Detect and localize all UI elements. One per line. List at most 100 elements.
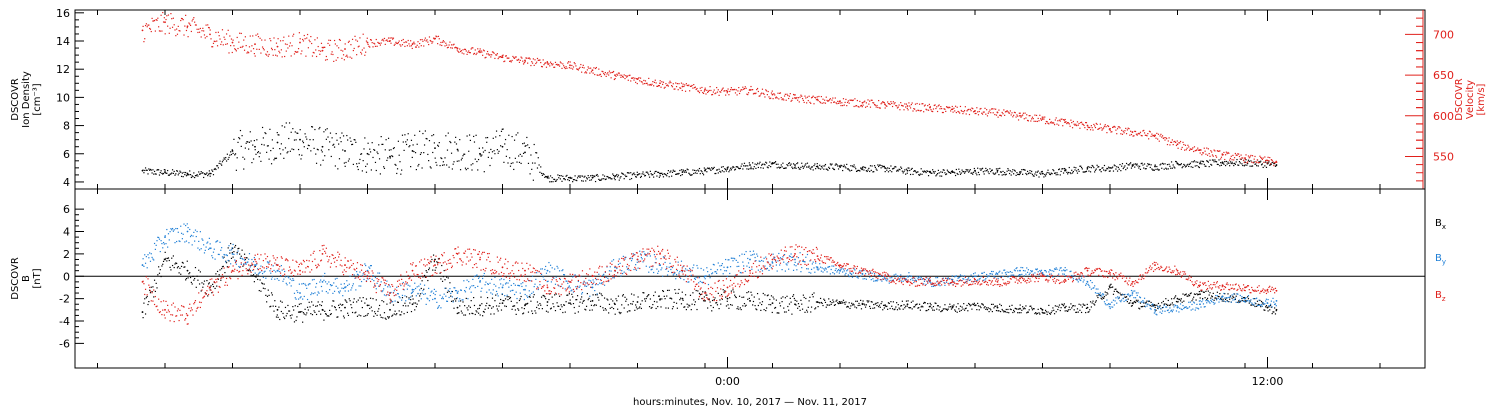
b-x-series-sample	[819, 297, 822, 300]
b-y-series-sample	[286, 284, 288, 286]
velocity-sample	[1154, 135, 1156, 137]
ion-density-sample	[886, 169, 888, 171]
b-x-series-sample	[363, 315, 365, 317]
ion-density-sample	[707, 167, 709, 169]
b-x-series-sample	[304, 308, 306, 310]
ion-density-sample	[937, 169, 939, 171]
b-x-series-sample	[851, 304, 854, 306]
b-x-series-sample	[158, 266, 160, 268]
ion-density-sample	[228, 156, 230, 159]
velocity-sample	[428, 36, 431, 38]
b-y-series-sample	[259, 271, 261, 273]
velocity-sample	[303, 34, 305, 37]
b-x-series-sample	[144, 298, 146, 300]
velocity-sample	[741, 89, 743, 91]
b-x-series-sample	[1125, 296, 1127, 298]
b-x-series-sample	[716, 304, 719, 306]
velocity-sample	[636, 82, 638, 85]
b-y-series-sample	[161, 242, 163, 245]
velocity-sample	[865, 102, 867, 104]
b-x-series-sample	[959, 310, 961, 312]
ion-density-sample	[691, 174, 693, 176]
ion-density-sample	[800, 166, 802, 169]
velocity-sample	[478, 50, 480, 52]
b-x-series-sample	[796, 300, 798, 302]
ion-density-sample	[765, 162, 768, 164]
ion-density-sample	[455, 143, 458, 145]
velocity-sample	[1268, 160, 1270, 162]
ion-density-sample	[518, 155, 520, 157]
b-y-series-sample	[348, 283, 350, 285]
ion-density-sample	[1194, 165, 1196, 167]
b-y-series-sample	[213, 248, 215, 250]
ion-density-sample	[532, 179, 534, 181]
velocity-sample	[346, 54, 348, 56]
ion-density-sample	[1225, 160, 1227, 163]
velocity-sample	[1005, 110, 1007, 113]
velocity-sample	[1007, 111, 1009, 113]
b-x-series-sample	[573, 306, 575, 309]
ion-density-sample	[589, 179, 591, 181]
velocity-sample	[216, 45, 219, 47]
velocity-sample	[361, 49, 363, 51]
ion-density-sample	[575, 179, 577, 181]
b-x-series-sample	[1115, 288, 1117, 290]
b-y-series-sample	[469, 286, 471, 288]
velocity-sample	[267, 55, 269, 57]
ion-density-sample	[142, 169, 144, 171]
b-x-series-sample	[945, 308, 947, 310]
b-x-series-sample	[290, 317, 292, 319]
velocity-sample	[473, 53, 475, 55]
plot-frame	[74, 188, 1426, 369]
b-x-series-sample	[1131, 304, 1133, 307]
b-x-series-sample	[1183, 300, 1185, 302]
velocity-sample	[405, 41, 408, 43]
ion-density-sample	[976, 174, 978, 176]
b-x-series-sample	[150, 286, 152, 288]
ion-density-sample	[716, 169, 719, 171]
b-x-series-sample	[1121, 294, 1123, 296]
ion-density-sample	[512, 162, 514, 164]
b-x-series-sample	[1234, 298, 1236, 301]
velocity-sample	[541, 66, 543, 68]
velocity-sample	[648, 84, 651, 86]
velocity-sample	[686, 84, 688, 86]
b-x-series-sample	[642, 292, 644, 294]
b-y-series-sample	[517, 284, 519, 287]
b-x-series-sample	[940, 311, 942, 313]
ion-density-sample	[284, 147, 287, 149]
b-x-series-sample	[683, 306, 685, 308]
b-x-series-sample	[1140, 306, 1142, 308]
b-x-series-sample	[587, 299, 589, 301]
velocity-sample	[951, 105, 953, 108]
b-y-series-sample	[554, 268, 556, 270]
ion-density-sample	[154, 173, 156, 175]
ion-density-sample	[212, 170, 214, 172]
b-x-series-sample	[153, 279, 156, 281]
velocity-sample	[697, 90, 699, 92]
ion-density-sample	[639, 173, 641, 175]
b-x-series-sample	[154, 290, 156, 293]
b-y-series-sample	[164, 235, 166, 237]
ion-density-sample	[642, 171, 644, 173]
ion-density-sample	[772, 162, 774, 164]
b-x-series-sample	[745, 304, 747, 306]
ion-density-sample	[797, 166, 800, 169]
ion-density-sample	[862, 166, 864, 168]
velocity-sample	[360, 51, 362, 54]
ion-density-sample	[152, 169, 154, 171]
ion-density-sample	[362, 160, 364, 162]
b-x-series-sample	[1039, 313, 1041, 315]
velocity-sample	[1274, 161, 1277, 163]
ion-density-sample	[1009, 170, 1011, 172]
velocity-sample	[874, 104, 876, 106]
ion-density-sample	[187, 174, 189, 176]
ion-density-sample	[491, 151, 494, 153]
velocity-sample	[1238, 155, 1241, 158]
b-x-series-sample	[518, 309, 520, 311]
b-x-series-sample	[1162, 300, 1164, 303]
b-x-series-sample	[1098, 294, 1101, 296]
ion-density-sample	[515, 134, 517, 136]
ion-density-sample	[273, 159, 275, 161]
b-x-series-sample	[685, 308, 687, 311]
